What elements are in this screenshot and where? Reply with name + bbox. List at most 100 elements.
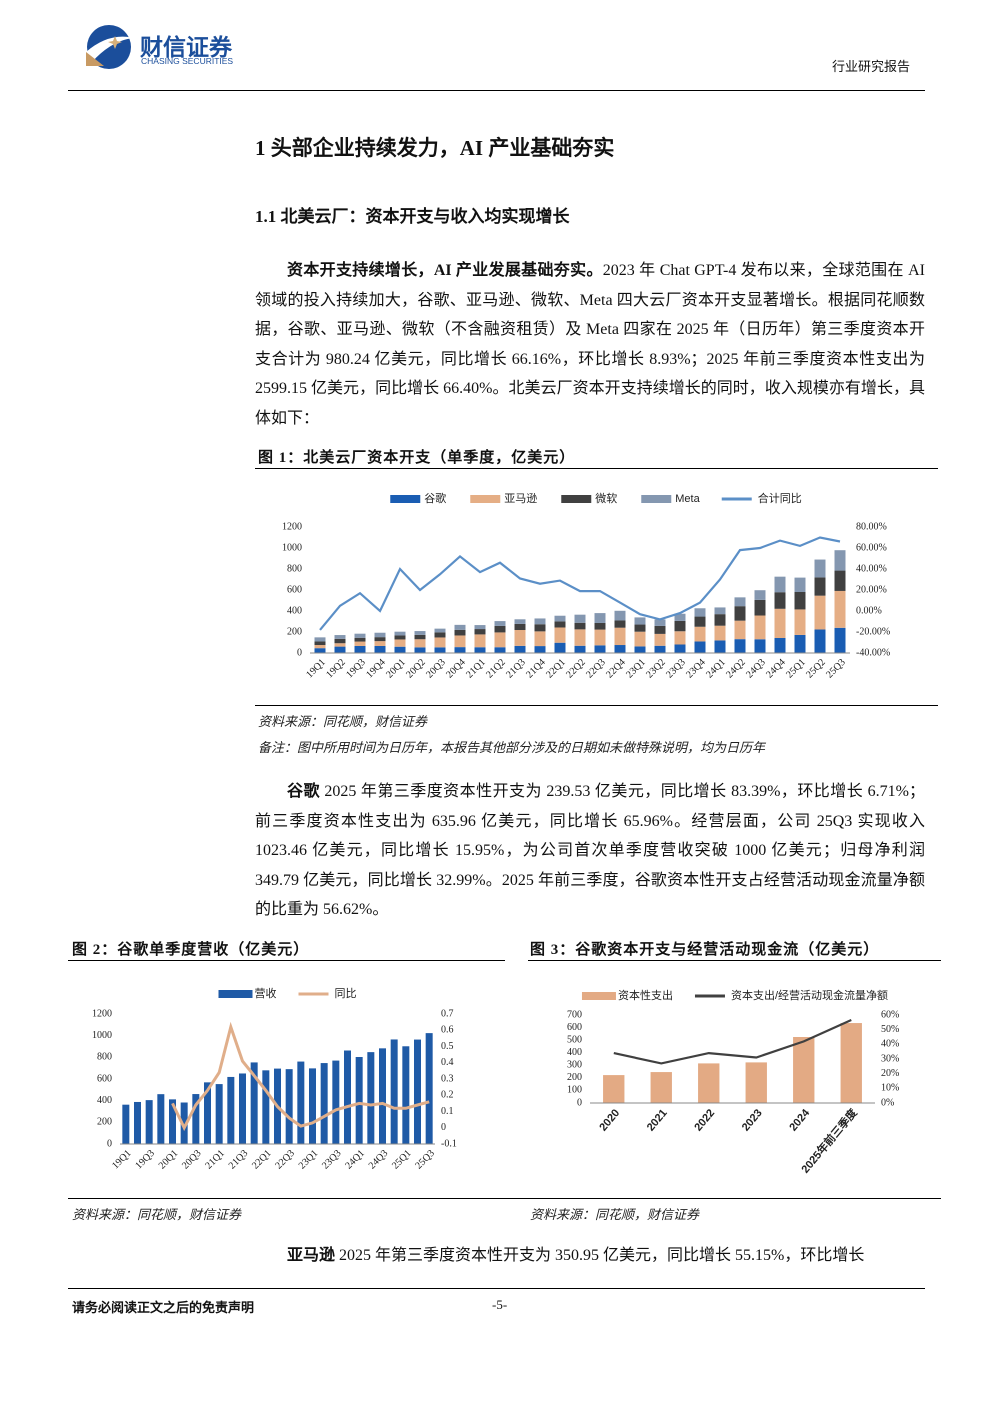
bar [379,1048,386,1144]
bar [574,614,586,623]
bar [180,1102,188,1144]
bar [239,1073,246,1144]
bar [614,645,626,653]
bar [814,595,826,630]
y2-tick-label: 0.2 [441,1090,454,1101]
y-tick-label: 0 [577,1097,582,1108]
bar [334,635,346,639]
y2-tick-label: -20.00% [856,626,890,637]
bar [494,647,506,653]
bar [494,625,506,633]
y-tick-label: 200 [97,1117,112,1128]
bar [534,631,546,647]
x-tick-label: 23Q2 [644,657,668,681]
x-tick-label: 2021 [645,1107,670,1133]
figure-title: 图 3：谷歌资本开支与经营活动现金流（亿美元） [530,942,880,958]
bar [614,627,626,646]
bar [414,634,426,640]
x-tick-label: 21Q1 [203,1148,227,1172]
bar [474,629,486,635]
legend-swatch [218,990,253,998]
bar [674,613,686,621]
bar [374,641,386,646]
legend-swatch [641,495,672,503]
x-tick-label: 19Q3 [133,1148,157,1172]
x-tick-label: 22Q4 [604,657,628,681]
footer-rule [68,1288,925,1289]
legend-label: 谷歌 [424,491,446,505]
bar [414,631,426,635]
y-tick-label: 1200 [92,1008,112,1019]
legend-swatch [390,495,421,503]
bar [454,629,466,636]
legend-label: 资本支出/经营活动现金流量净额 [731,988,888,1002]
bar [734,639,746,653]
bar [734,597,746,607]
bar [514,630,526,646]
x-tick-label: 20Q3 [424,657,448,681]
x-tick-label: 25Q1 [784,657,808,681]
bar [332,1060,340,1144]
y2-tick-label: 60.00% [856,542,887,553]
bar [774,637,786,653]
legend-swatch [470,495,501,503]
x-tick-label: 24Q3 [744,657,768,681]
bar [754,639,766,653]
legend: 营收 同比 [218,986,357,1000]
bar [434,647,446,653]
x-tick-label: 22Q3 [273,1148,297,1172]
bar [745,1062,767,1103]
bar [314,641,326,646]
x-tick-label: 24Q1 [704,657,728,681]
y2-tick-label: 0.6 [441,1025,454,1036]
x-tick-label: 23Q1 [624,657,648,681]
heading-2: 1.1 北美云厂：资本开支与收入均实现增长 [255,207,570,226]
logo [86,25,134,69]
y-tick-label: 1200 [282,521,302,532]
bar [674,644,686,653]
bar [169,1099,176,1144]
bar [594,622,606,630]
bar [474,625,486,630]
x-tick-label: 24Q1 [343,1148,367,1172]
y2-tick-label: 20.00% [856,584,887,595]
bar [204,1082,211,1144]
bar [634,631,646,647]
x-tick-label: 24Q3 [367,1148,391,1172]
bar [654,625,666,634]
y-tick-label: 1000 [282,542,302,553]
bar [634,646,646,653]
bar [594,613,606,623]
bar [574,622,586,630]
legend-label: 同比 [335,987,357,1000]
bar [614,610,626,621]
bar [654,633,666,646]
bar [554,627,566,643]
x-tick-label: 19Q1 [110,1148,134,1172]
bar [814,629,826,653]
bar [674,620,686,632]
bar [215,1084,223,1144]
x-tick-label: 22Q3 [584,657,608,681]
bar [354,637,366,642]
bar [774,592,786,609]
bar [454,647,466,653]
y2-tick-label: 30% [881,1053,899,1064]
y-tick-label: 400 [287,605,302,616]
y2-tick-label: 0.3 [441,1073,454,1084]
chart: 0 200 400 600 800 1000 1200 -40.00% -20.00% 0.00%… [282,491,890,681]
x-tick-label: 21Q2 [484,657,508,681]
bar [794,634,806,653]
bar [354,645,366,653]
y-tick-label: 800 [287,563,302,574]
company-name-en: CHASING SECURITIES [141,56,234,66]
bar [425,1033,433,1144]
bar [122,1104,130,1144]
bar [793,1037,815,1103]
bar [614,620,626,628]
bar [814,577,826,596]
bar [603,1075,625,1103]
bar [434,637,446,648]
bar [574,629,586,646]
bar [320,1063,328,1144]
